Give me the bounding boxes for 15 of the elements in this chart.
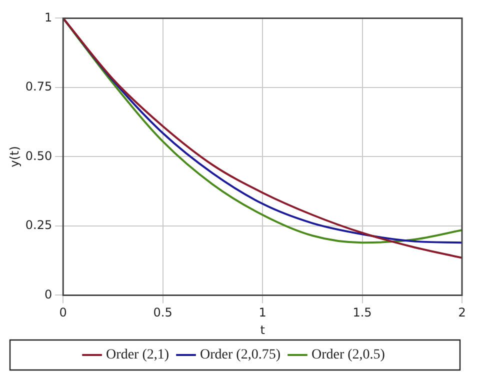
x-tick-label: 1 — [258, 306, 266, 320]
y-tick-label: 0.50 — [25, 148, 52, 163]
x-tick-label: 0 — [59, 306, 67, 320]
x-tick-label: 1.5 — [352, 306, 372, 320]
x-tick-label: 0.5 — [153, 306, 172, 320]
y-tick-label: 0.25 — [25, 218, 52, 232]
x-axis-title: t — [260, 322, 266, 337]
y-axis-title: y(t) — [7, 146, 22, 168]
x-tick-label: 2 — [458, 306, 466, 320]
legend-label: Order (2,1) — [106, 348, 170, 363]
legend-label: Order (2,0.75) — [200, 348, 281, 363]
legend-label: Order (2,0.5) — [311, 348, 386, 363]
y-tick-label: 1 — [44, 10, 52, 24]
y-tick-label: 0.75 — [25, 80, 52, 94]
y-tick-label: 0 — [44, 287, 52, 302]
